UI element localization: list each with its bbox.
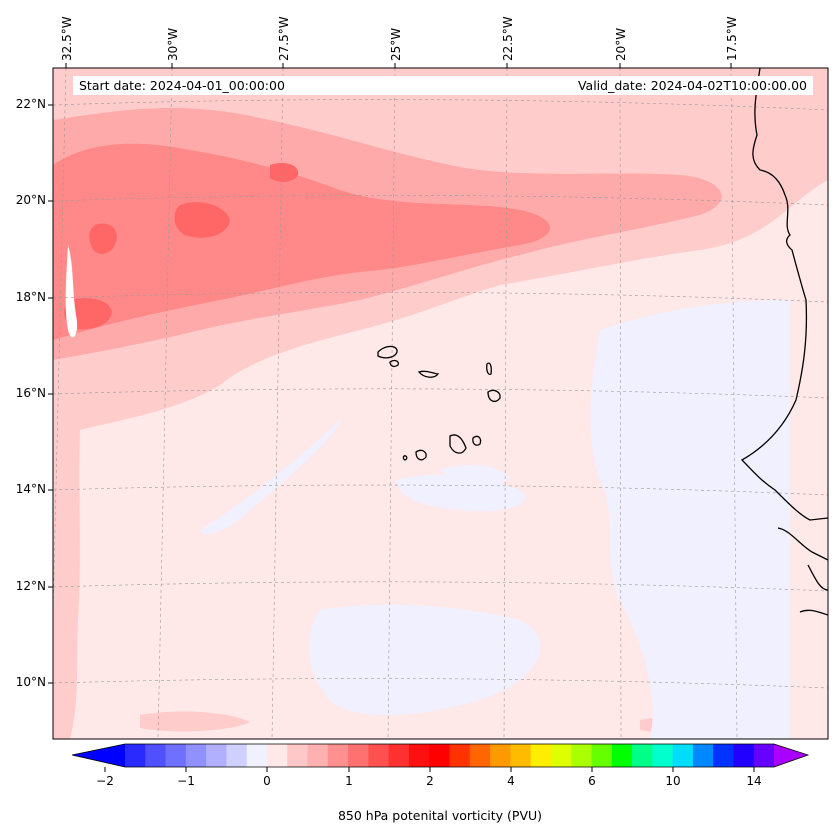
africa-coast [740, 68, 828, 521]
coastline [377, 68, 828, 616]
colorbar-segment [571, 744, 593, 767]
pv-contour-negative-south [309, 604, 541, 716]
colorbar-segment [388, 744, 410, 767]
colorbar-segment [672, 744, 694, 767]
colorbar-segment [733, 744, 755, 767]
valid-date-label: Valid_date: 2024-04-02T10:00:00.00 [535, 76, 813, 95]
pv-contour-intense-2 [174, 202, 230, 238]
lat-label: 18°N [15, 290, 46, 304]
colorbar-tick-label: −2 [96, 774, 114, 788]
colorbar-segment [713, 744, 735, 767]
colorbar-segment [449, 744, 471, 767]
pv-contour-light-south-1 [140, 711, 250, 732]
colorbar-tick-label: 2 [426, 774, 434, 788]
colorbar-segment [327, 744, 349, 767]
colorbar-segment [469, 744, 491, 767]
start-date-label: Start date: 2024-04-01_00:00:00 [73, 76, 541, 95]
colorbar-tick-label: 10 [665, 774, 681, 788]
colorbar-segment [550, 744, 572, 767]
colorbar-segment [753, 744, 775, 767]
lon-label: 30°W [166, 27, 180, 61]
axis-ticks [48, 63, 732, 684]
pv-contour-intense-4 [89, 223, 117, 254]
colorbar-tick-label: 0 [263, 774, 271, 788]
colorbar-title: 850 hPa potenital vorticity (PVU) [337, 808, 543, 823]
island-boa-vista [487, 389, 501, 403]
lon-label: 25°W [389, 27, 403, 61]
pv-contour-light-west [53, 430, 80, 739]
map-frame [52, 67, 829, 740]
lon-label: 27.5°W [277, 16, 291, 61]
colorbar [71, 743, 810, 772]
colorbar-tick-label: 6 [588, 774, 596, 788]
colorbar-segment [246, 744, 268, 767]
island-fogo [415, 449, 427, 461]
pv-contour-negative-east [590, 300, 790, 739]
colorbar-segment [652, 744, 674, 767]
africa-coast-south [777, 527, 828, 616]
island-maio [472, 435, 482, 446]
lon-label: 20°W [614, 27, 628, 61]
colorbar-right-arrow [774, 744, 808, 767]
colorbar-tick-label: 14 [746, 774, 762, 788]
colorbar-segment [266, 744, 288, 767]
colorbar-segment [510, 744, 532, 767]
island-sal [486, 362, 492, 376]
colorbar-segment [185, 744, 207, 767]
colorbar-segment [490, 744, 511, 767]
lon-label: 22.5°W [501, 16, 515, 61]
colorbar-ticks [104, 767, 755, 772]
lat-label: 12°N [15, 579, 46, 593]
colorbar-tick-label: 1 [345, 774, 353, 788]
lat-label: 14°N [15, 482, 46, 496]
pv-contour-intense-3 [270, 163, 299, 182]
island-santo-antao [377, 345, 398, 359]
lat-label: 22°N [15, 97, 46, 111]
colorbar-segment [368, 744, 390, 767]
colorbar-segment [145, 744, 167, 767]
graticule [53, 68, 828, 739]
lat-label: 16°N [15, 386, 46, 400]
lat-label: 20°N [15, 193, 46, 207]
colorbar-outline [71, 743, 810, 768]
colorbar-segment [226, 744, 248, 767]
colorbar-segment [408, 744, 430, 767]
lon-label: 17.5°W [725, 16, 739, 61]
island-sao-vicente [389, 359, 400, 368]
island-sao-nicolau [417, 370, 440, 378]
colorbar-left-arrow [72, 744, 125, 767]
pv-contour-white-streak [65, 245, 78, 338]
colorbar-segment [348, 744, 369, 767]
colorbar-segment [287, 744, 309, 767]
pv-contour-negative-streak [200, 420, 341, 534]
island-santiago [449, 434, 467, 454]
colorbar-segment [591, 744, 613, 767]
colorbar-tick-label: 4 [507, 774, 515, 788]
lat-label: 10°N [15, 675, 46, 689]
colorbar-segment [307, 744, 329, 767]
pv-contour-strong [53, 143, 550, 340]
island-brava [402, 455, 408, 461]
colorbar-tick-label: −1 [177, 774, 195, 788]
colorbar-segment [611, 744, 633, 767]
colorbar-segment [530, 744, 552, 767]
map-area [53, 68, 828, 739]
colorbar-segment [165, 744, 187, 767]
pv-contour-negative-small [440, 464, 510, 486]
colorbar-segment [632, 744, 653, 767]
colorbar-segment [206, 744, 228, 767]
colorbar-segment [125, 744, 146, 767]
colorbar-segment [692, 744, 714, 767]
lon-label: 32.5°W [60, 16, 74, 61]
colorbar-segment [429, 744, 451, 767]
